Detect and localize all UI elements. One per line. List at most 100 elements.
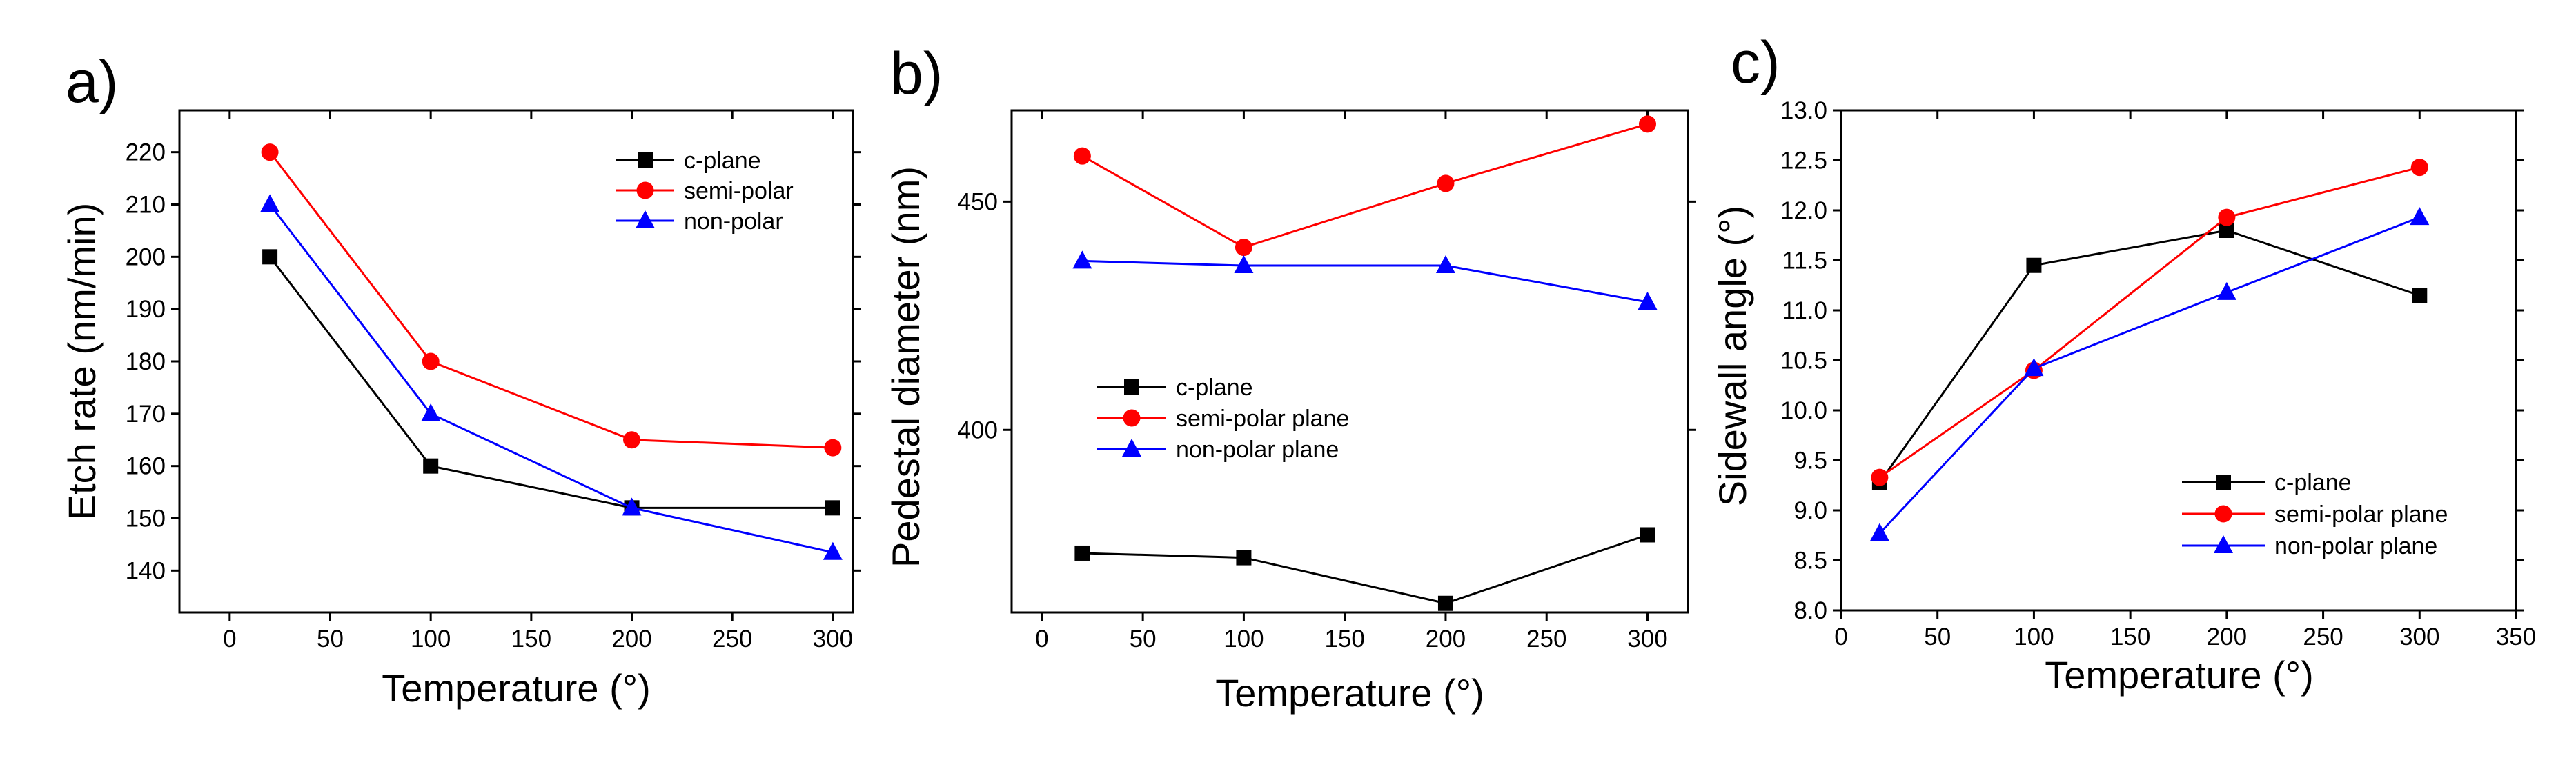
- data-point: [623, 431, 641, 449]
- data-point: [1435, 255, 1455, 274]
- legend-marker: [2214, 505, 2232, 523]
- chart-panel-b: 0 50 100 150 200 250 300 400 450 Temperature (°) P…: [884, 41, 1696, 715]
- y-tick-label: 10.0: [1780, 397, 1827, 424]
- data-point: [1869, 523, 1889, 541]
- x-tick-label: 0: [223, 626, 236, 652]
- y-tick-label: 220: [126, 139, 166, 166]
- y-tick-label: 10.5: [1780, 348, 1827, 375]
- data-point: [1437, 174, 1455, 192]
- y-tick-label: 9.5: [1793, 448, 1827, 475]
- x-tick-label: 100: [411, 626, 451, 652]
- data-point: [2412, 288, 2428, 303]
- data-point: [1234, 255, 1254, 274]
- data-point: [1638, 115, 1656, 133]
- series-line-1: [268, 151, 833, 449]
- y-tick-label: 11.0: [1782, 297, 1827, 324]
- legend-label: non-polar: [684, 208, 783, 235]
- series-line-2: [1082, 259, 1648, 303]
- y-axis-label: Sidewall angle (°): [1711, 206, 1754, 506]
- x-tick-label: 50: [317, 626, 344, 652]
- chart-panel-a: 0 50 100 150 200 250 300 140 150 160 170 180 190 200 2…: [60, 49, 861, 710]
- data-point: [261, 143, 279, 161]
- series-line-2: [268, 203, 834, 554]
- panel-label: c): [1731, 30, 1780, 96]
- series-line-0: [268, 256, 833, 509]
- data-point: [1073, 147, 1091, 165]
- plot-frame: [1010, 109, 1689, 614]
- data-point: [2026, 257, 2042, 273]
- data-point: [1072, 250, 1092, 269]
- data-point: [825, 500, 840, 516]
- data-point: [2216, 281, 2236, 300]
- series-line-1: [1081, 123, 1648, 249]
- y-tick-label: 180: [126, 348, 166, 375]
- x-tick-label: 250: [2303, 624, 2343, 650]
- panel-label: b): [890, 41, 943, 107]
- legend-marker: [1123, 409, 1141, 427]
- data-point: [2410, 159, 2428, 177]
- x-tick-label: 0: [1035, 626, 1048, 652]
- data-point: [823, 541, 843, 560]
- legend-label: semi-polar: [684, 178, 794, 204]
- legend-marker: [1124, 379, 1139, 395]
- series-line-2: [1878, 216, 2420, 535]
- legend-label: c-plane: [2274, 470, 2352, 496]
- y-axis-label: Pedestal diameter (nm): [884, 166, 927, 568]
- y-tick-label: 400: [958, 417, 998, 443]
- legend-marker: [636, 181, 654, 199]
- x-tick-label: 50: [1924, 624, 1951, 650]
- legend-marker: [638, 152, 653, 168]
- legend-label: semi-polar plane: [1176, 406, 1349, 432]
- x-tick-label: 100: [2014, 624, 2054, 650]
- y-tick-label: 11.5: [1782, 248, 1827, 275]
- data-point: [422, 352, 440, 370]
- data-point: [1236, 550, 1252, 566]
- legend-label: c-plane: [684, 148, 761, 174]
- y-tick-label: 450: [958, 188, 998, 215]
- x-tick-label: 100: [1223, 626, 1264, 652]
- series-line-0: [1082, 534, 1648, 605]
- y-tick-label: 9.0: [1793, 497, 1827, 524]
- legend-marker: [636, 210, 655, 228]
- y-tick-label: 12.0: [1780, 197, 1827, 224]
- chart-panel-c: 0 50 100 150 200 250 300 350 8.0 8.5 9.0 9.5 10.0 10.…: [1711, 30, 2536, 697]
- data-point: [2218, 208, 2236, 226]
- legend-marker: [2214, 535, 2233, 553]
- data-point: [1638, 291, 1658, 310]
- legend-marker: [2216, 475, 2231, 490]
- data-point: [262, 249, 278, 265]
- y-tick-label: 8.0: [1793, 597, 1827, 624]
- y-tick-label: 200: [126, 243, 166, 270]
- y-tick-label: 13.0: [1780, 97, 1827, 124]
- x-tick-label: 200: [611, 626, 651, 652]
- data-point: [824, 439, 842, 457]
- y-tick-label: 140: [126, 557, 166, 584]
- x-tick-label: 300: [1627, 626, 1667, 652]
- y-tick-label: 190: [126, 296, 166, 323]
- data-point: [2410, 207, 2430, 226]
- x-tick-label: 150: [2110, 624, 2150, 650]
- x-tick-label: 350: [2496, 624, 2536, 650]
- x-axis-label: Temperature (°): [382, 666, 651, 710]
- x-axis-label: Temperature (°): [2045, 653, 2314, 697]
- legend-label: semi-polar plane: [2274, 501, 2448, 528]
- data-point: [622, 497, 642, 516]
- data-point: [260, 194, 280, 212]
- series-line-0: [1878, 229, 2420, 483]
- data-point: [2219, 223, 2234, 238]
- data-point: [2024, 358, 2044, 377]
- y-axis-label: Etch rate (nm/min): [60, 203, 104, 521]
- data-point: [1640, 527, 1655, 543]
- legend-label: non-polar plane: [2274, 533, 2437, 559]
- legend-marker: [1122, 439, 1141, 457]
- x-tick-label: 50: [1130, 626, 1157, 652]
- legend-label: non-polar plane: [1176, 437, 1339, 463]
- x-tick-label: 200: [1426, 626, 1466, 652]
- data-point: [1074, 545, 1090, 561]
- data-point: [1871, 468, 1889, 486]
- data-point: [421, 403, 441, 421]
- x-tick-label: 0: [1834, 624, 1847, 650]
- x-tick-label: 150: [1324, 626, 1364, 652]
- data-point: [1235, 239, 1252, 257]
